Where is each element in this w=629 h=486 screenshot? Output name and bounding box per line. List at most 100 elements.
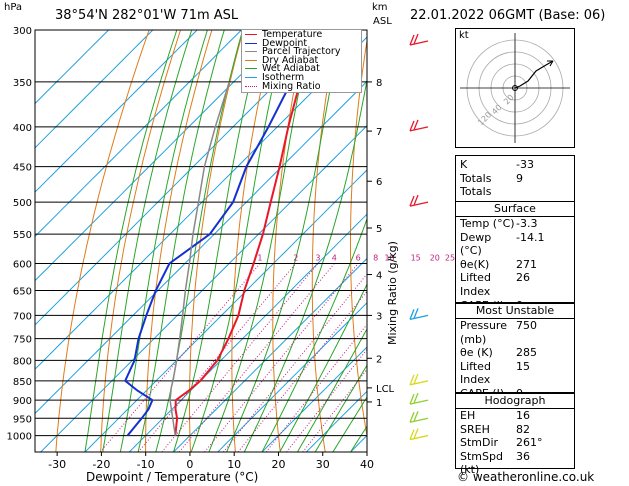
x-tick-label: -20 [92, 458, 110, 471]
legend-label: Dry Adiabat [262, 54, 319, 66]
wet-adiabat-line [155, 30, 244, 452]
legend-swatch [245, 77, 257, 78]
hodograph-stat-label: EH [460, 409, 476, 422]
surface-value: 271 [516, 257, 537, 271]
isotherm-line [261, 346, 367, 452]
pressure-tick-label: 400 [13, 123, 32, 134]
isotherm-line [84, 169, 367, 452]
isotherm-line [35, 30, 198, 193]
most-unstable-label: Lifted Index [460, 359, 491, 387]
hodograph-stat-row: StmDir 261° [456, 436, 574, 450]
index-row: K -33 [456, 158, 574, 172]
legend-label: Parcel Trajectory [262, 46, 341, 58]
hodograph-ring-label: 120 [476, 110, 493, 127]
hodograph-ring-label: 20 [502, 93, 516, 107]
wet-adiabat-line [173, 30, 264, 452]
wet-adiabat-line [314, 364, 367, 452]
pressure-tick-label: 700 [13, 311, 32, 322]
series-parcel-trajectory [169, 81, 231, 436]
wind-barb [409, 33, 429, 46]
surface-row: Dewp (°C) -14.1 [456, 231, 574, 258]
wet-adiabat-line [102, 30, 193, 452]
index-value: -33 [516, 158, 534, 171]
surface-label: Dewp (°C) [460, 230, 492, 258]
pressure-tick-label: 350 [13, 78, 32, 89]
most-unstable-row: θe (K) 285 [456, 346, 574, 360]
dry-adiabat-line [145, 30, 213, 452]
dry-adiabat-line [100, 30, 181, 452]
series-dewpoint [123, 30, 322, 437]
isotherm-line [35, 36, 367, 370]
most-unstable-label: Pressure (mb) [460, 319, 507, 346]
wet-adiabat-line [243, 77, 367, 452]
pressure-tick-label: 900 [13, 396, 32, 407]
hodograph-arrow [547, 60, 554, 67]
x-tick-label: 20 [271, 458, 285, 471]
legend-swatch [245, 51, 257, 53]
hodograph-stat-value: 82 [516, 422, 530, 436]
most-unstable-value: 15 [516, 359, 530, 373]
pressure-tick-label: 650 [13, 286, 32, 297]
hpa-axis-label: hPa [4, 2, 23, 13]
legend-swatch [245, 85, 257, 87]
mixing-ratio-line [99, 263, 261, 452]
datetime-title: 22.01.2022 06GMT (Base: 06) [410, 8, 606, 23]
isotherm-line [305, 390, 367, 452]
isotherm-line [35, 80, 367, 415]
legend-swatch [245, 42, 257, 44]
wind-barb [409, 119, 429, 132]
isotherm-line [35, 30, 286, 282]
lcl-label: LCL [376, 384, 395, 395]
wet-adiabat-line [279, 283, 367, 452]
mixing-ratio-line [137, 263, 297, 452]
isotherm-line [35, 30, 331, 326]
isotherm-line [173, 257, 367, 452]
wind-barb [409, 392, 429, 405]
mixing-ratio-label: 20 [430, 253, 440, 262]
asl-axis-label: ASL [373, 16, 392, 27]
dry-adiabat-line [189, 30, 244, 452]
wet-adiabat-line [84, 30, 178, 452]
most-unstable-panel: Most Unstable Pressure (mb) 750 θe (K) 285 L… [455, 303, 575, 414]
mixing-ratio-axis-label: Mixing Ratio (g/kg) [386, 241, 399, 345]
mixing-ratio-label: 15 [411, 253, 421, 262]
mixing-ratio-line [178, 263, 335, 452]
legend-label: Mixing Ratio [262, 80, 321, 92]
surface-row: θe(K) 271 [456, 258, 574, 272]
surface-label: θe(K) [460, 257, 490, 271]
most-unstable-label: θe (K) [460, 346, 493, 360]
pressure-tick-label: 450 [13, 163, 32, 174]
hodograph-trace [514, 60, 554, 89]
surface-row: Temp (°C) -3.3 [456, 217, 574, 231]
km-axis-label: km [372, 2, 388, 13]
hodograph-origin-marker [512, 85, 518, 91]
mixing-ratio-label: 4 [332, 253, 337, 262]
legend-label: Wet Adiabat [262, 63, 320, 75]
dry-adiabat-line [55, 30, 150, 452]
km-tick-label: 4 [376, 271, 382, 282]
legend-entry: Dry Adiabat [245, 56, 318, 65]
km-tick-label: 6 [376, 177, 382, 188]
pressure-tick-label: 950 [13, 414, 32, 425]
hodograph-panel: 20 40 120 kt [455, 28, 575, 148]
mixing-ratio-line [161, 263, 319, 452]
x-tick-label: -10 [137, 458, 155, 471]
wet-adiabat-line [190, 30, 287, 452]
x-tick-label: 30 [316, 458, 330, 471]
wet-adiabat-line [119, 30, 208, 452]
mixing-ratio-label: 8 [373, 253, 378, 262]
pressure-tick-label: 850 [13, 377, 32, 388]
legend-swatch [245, 34, 257, 35]
isotherm-line [350, 434, 367, 452]
wind-barb [409, 194, 429, 207]
most-unstable-row: Pressure (mb) 750 [456, 319, 574, 346]
index-row: Totals Totals 9 [456, 172, 574, 199]
x-axis-label: Dewpoint / Temperature (°C) [86, 470, 259, 484]
km-tick-label: 7 [376, 127, 382, 138]
surface-row: Lifted Index 26 [456, 271, 574, 298]
location-title: 38°54'N 282°01'W 71m ASL [55, 8, 239, 23]
index-label: K [460, 158, 468, 171]
hodograph-stat-label: StmDir [460, 436, 499, 450]
legend-label: Isotherm [262, 72, 305, 83]
